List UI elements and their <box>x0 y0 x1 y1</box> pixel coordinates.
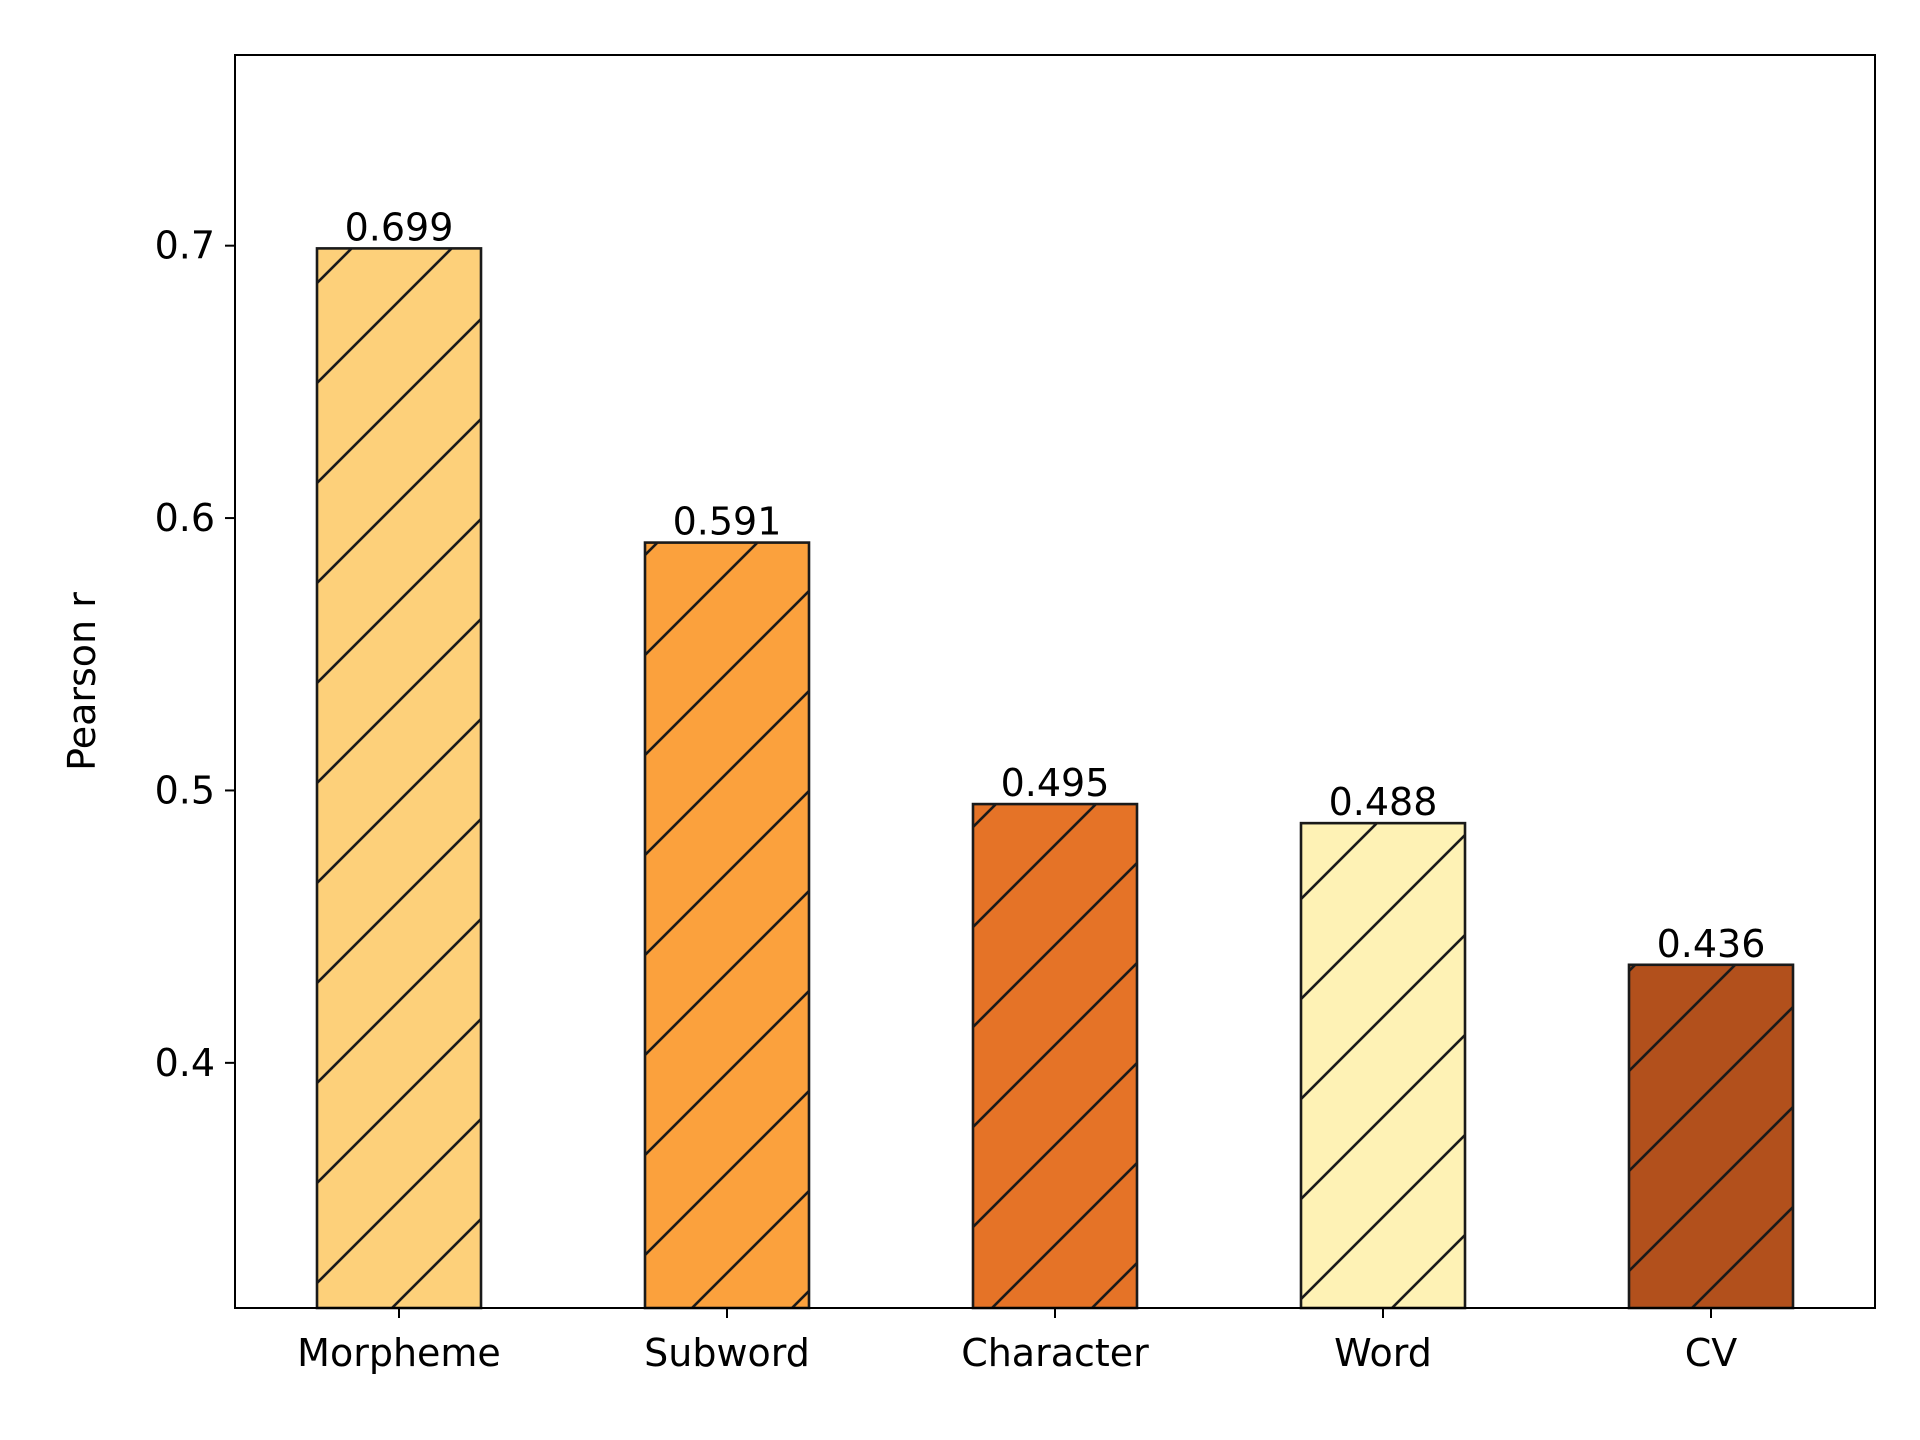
x-axis: Morpheme Subword Character Word CV <box>297 1308 1737 1375</box>
bar-subword <box>643 541 811 1310</box>
y-axis: 0.4 0.5 0.6 0.7 <box>155 224 235 1085</box>
x-tick-label-cv: CV <box>1685 1331 1738 1375</box>
y-tick-label: 0.7 <box>155 224 215 268</box>
data-label-subword: 0.591 <box>673 500 782 544</box>
bars-group <box>315 247 1795 1310</box>
bar-character <box>971 802 1139 1310</box>
y-tick-label: 0.6 <box>155 496 215 540</box>
data-label-morpheme: 0.699 <box>345 205 454 249</box>
data-label-cv: 0.436 <box>1657 922 1766 966</box>
x-tick-label-character: Character <box>961 1331 1149 1375</box>
data-label-character: 0.495 <box>1001 761 1110 805</box>
data-label-word: 0.488 <box>1329 780 1438 824</box>
bar-cv <box>1627 963 1795 1310</box>
x-tick-label-subword: Subword <box>644 1331 810 1375</box>
x-tick-label-morpheme: Morpheme <box>297 1331 501 1375</box>
bar-word <box>1299 821 1467 1310</box>
y-axis-label: Pearson r <box>60 592 104 771</box>
data-labels-group: 0.699 0.591 0.495 0.488 0.436 <box>345 205 1766 965</box>
y-tick-label: 0.5 <box>155 768 215 812</box>
y-tick-label: 0.4 <box>155 1041 215 1085</box>
bar-morpheme <box>315 247 483 1310</box>
x-tick-label-word: Word <box>1334 1331 1432 1375</box>
